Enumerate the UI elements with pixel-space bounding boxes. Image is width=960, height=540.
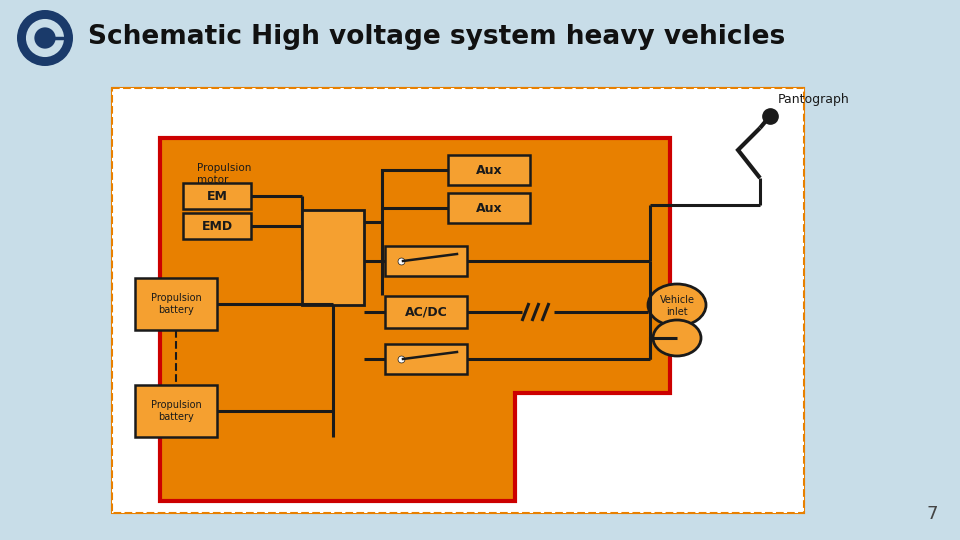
Text: Vehicle
inlet: Vehicle inlet [660,295,694,317]
Text: Aux: Aux [476,164,502,177]
Text: AC/DC: AC/DC [404,306,447,319]
Bar [112,88,804,513]
Polygon shape [160,138,670,501]
Circle shape [26,19,64,57]
Text: 7: 7 [926,505,938,523]
Text: Propulsion
battery: Propulsion battery [151,293,202,315]
Text: Propulsion
battery: Propulsion battery [151,400,202,422]
Bar [448,155,530,185]
Circle shape [17,10,73,66]
Bar [183,183,251,209]
Bar [135,278,217,330]
Bar [385,246,467,276]
Bar [385,344,467,374]
Bar [112,88,804,513]
Text: Propulsion
motor: Propulsion motor [197,163,252,185]
Circle shape [35,28,56,49]
Bar [448,193,530,223]
Ellipse shape [648,284,706,326]
Bar [135,385,217,437]
Bar [183,213,251,239]
Text: Aux: Aux [476,201,502,214]
Text: EMD: EMD [202,219,232,233]
Text: Schematic High voltage system heavy vehicles: Schematic High voltage system heavy vehi… [88,24,785,50]
Ellipse shape [653,320,701,356]
Bar [302,210,364,305]
Bar [112,88,804,513]
Text: Pantograph: Pantograph [778,93,850,106]
Text: EM: EM [206,190,228,202]
Bar [385,296,467,328]
